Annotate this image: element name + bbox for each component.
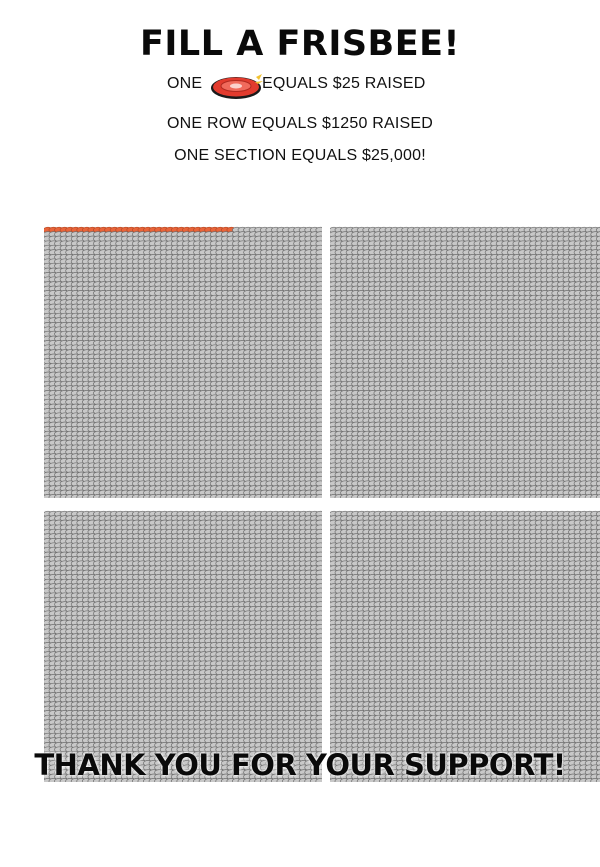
row-value-text: ONE ROW EQUALS $1250 RAISED — [167, 115, 433, 132]
frisbee-empty — [595, 335, 600, 342]
thank-you-footer: THANK YOU FOR YOUR SUPPORT! — [34, 748, 566, 782]
page-title: FILL A FRISBEE! — [139, 24, 461, 64]
legend-one-label: ONE — [167, 75, 203, 92]
frisbee-empty — [595, 322, 600, 329]
frisbee-empty — [595, 471, 600, 478]
frisbee-empty — [595, 308, 600, 315]
frisbee-empty — [595, 226, 600, 234]
frisbee-empty — [595, 430, 600, 438]
frisbee-empty — [595, 254, 600, 261]
frisbee-empty — [595, 267, 600, 274]
section-value-text: ONE SECTION EQUALS $25,000! — [174, 147, 426, 164]
frisbee-grid — [330, 226, 600, 498]
frisbee-grid — [330, 510, 600, 782]
frisbee-section-1 — [44, 226, 322, 498]
frisbee-grid — [44, 510, 322, 782]
frisbee-icon — [211, 74, 263, 99]
frisbee-empty — [595, 485, 600, 492]
legend-equals-label: EQUALS $25 RAISED — [262, 75, 426, 92]
frisbee-empty — [595, 294, 600, 302]
frisbee-section-3 — [44, 510, 322, 782]
frisbee-section-4 — [330, 510, 600, 782]
frisbee-empty — [595, 349, 600, 356]
frisbee-empty — [595, 417, 600, 424]
frisbee-empty — [595, 281, 600, 288]
frisbee-empty — [595, 362, 600, 370]
frisbee-empty — [595, 403, 600, 410]
frisbee-empty — [595, 390, 600, 397]
frisbee-empty — [595, 458, 600, 465]
frisbee-empty — [595, 376, 600, 383]
frisbee-empty — [595, 444, 600, 451]
frisbee-empty — [595, 240, 600, 247]
frisbee-grid — [44, 226, 322, 498]
frisbee-section-2 — [330, 226, 600, 498]
